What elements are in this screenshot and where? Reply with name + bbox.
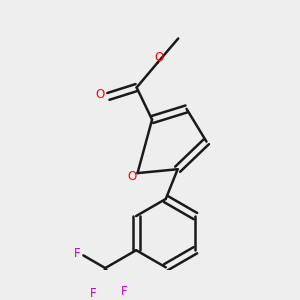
Text: F: F bbox=[89, 287, 96, 300]
Text: F: F bbox=[74, 248, 80, 260]
Text: O: O bbox=[95, 88, 105, 101]
Text: O: O bbox=[128, 170, 137, 183]
Text: F: F bbox=[121, 285, 127, 298]
Text: O: O bbox=[154, 51, 164, 64]
